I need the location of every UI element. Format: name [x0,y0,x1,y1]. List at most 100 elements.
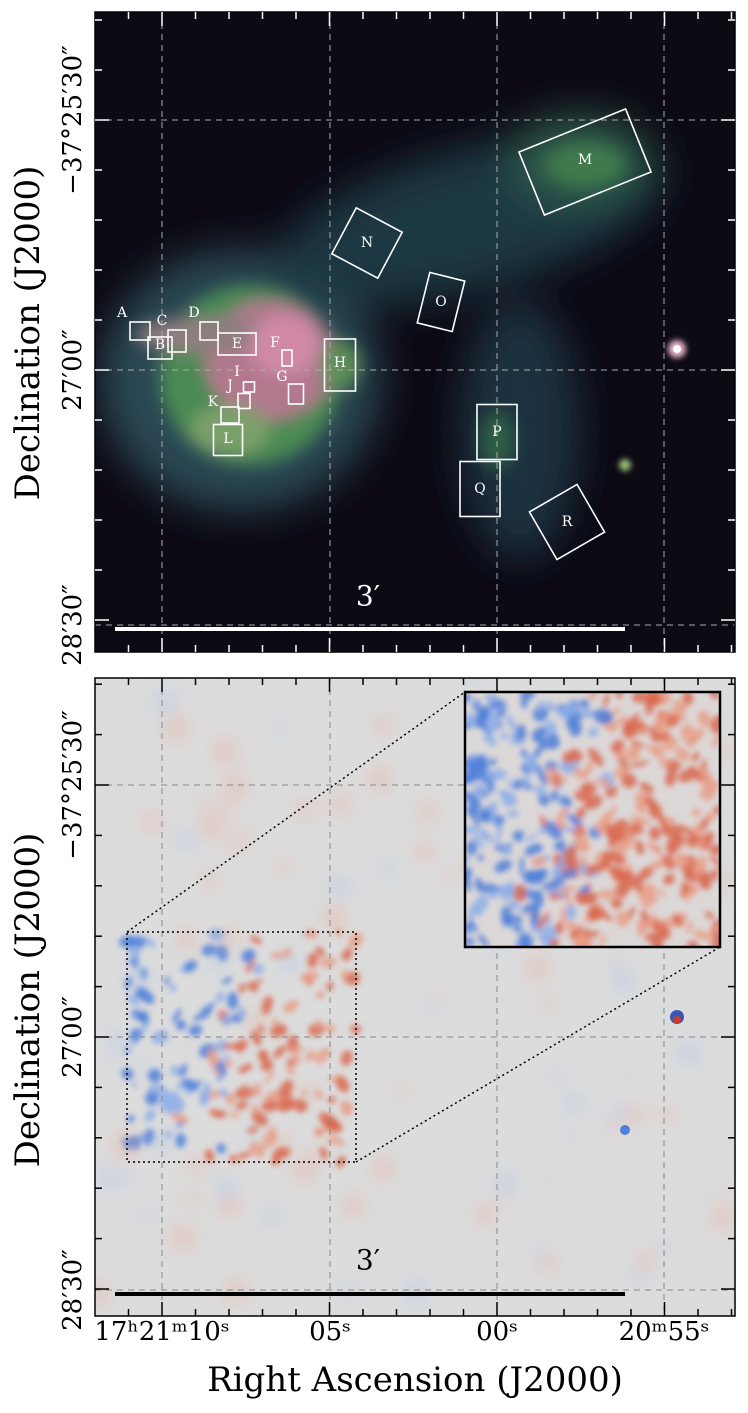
blob [599,932,607,947]
blob [144,1091,159,1106]
blob [501,906,512,924]
blob [328,793,351,816]
blob [542,708,549,718]
blob [632,876,645,896]
source [673,1016,681,1024]
blob [486,769,508,781]
blob [565,920,577,931]
blob [169,1223,197,1252]
blob [232,683,242,693]
blob [603,692,610,708]
blob [678,824,696,837]
blob [465,873,472,892]
blob [207,954,228,974]
blob [641,883,656,897]
blob [545,701,556,712]
blob [328,1135,345,1147]
blob [315,1047,331,1064]
blob [476,708,490,721]
blob [477,854,484,862]
blob [599,778,611,789]
blob [665,769,677,787]
blob [536,766,548,786]
blob [506,714,516,731]
blob [666,759,682,773]
blob [622,1103,645,1126]
blob [497,883,512,891]
blob [709,692,720,700]
blob [335,1076,350,1093]
blob [524,844,539,856]
blob [123,1045,132,1055]
blob [220,1014,233,1027]
blob [336,1155,346,1168]
blob [171,1098,185,1114]
blob [660,1106,676,1122]
y-axis-label: Declination (J2000) [8,166,48,501]
blob [607,836,616,849]
blob [665,715,680,728]
blob [587,727,599,738]
blob [464,678,481,688]
y-tick-label: 28′30″ [58,584,88,666]
blob [620,1071,631,1082]
blob [251,979,264,986]
blob [467,902,476,921]
region-box [129,321,151,341]
blob [500,731,508,740]
blob [672,700,687,714]
blob [95,1282,111,1307]
blob [610,739,625,754]
blob [495,1195,506,1206]
blob [141,812,163,833]
blob [128,958,135,965]
blob [657,812,669,833]
blob [148,1127,174,1152]
blob [558,885,579,892]
x-axis-label: Right Ascension (J2000) [207,1360,623,1400]
region-label: J [225,378,233,394]
blob [350,969,359,978]
blob [179,967,188,973]
blob [634,791,650,807]
blob [184,1193,200,1209]
blob [557,808,570,817]
region-label: H [334,355,346,371]
blob [476,718,490,733]
region-label: Q [474,481,485,497]
blob [559,762,573,772]
blob [567,814,583,827]
blob [487,892,498,900]
blob [710,937,720,947]
blob [272,1045,286,1059]
blob [583,794,603,810]
blob [478,934,489,947]
blob [525,753,537,774]
region-box [330,206,404,280]
blob [520,700,528,709]
blob [201,1082,211,1103]
y-tick-label: 28′30″ [58,1249,88,1331]
blob [126,1114,135,1123]
blob [538,793,550,806]
blob [251,1029,262,1046]
blob [520,748,527,758]
x-tick-label: 20ᵐ55ˢ [619,1317,710,1347]
y-tick-label: −37°25′30″ [58,710,88,860]
blob [324,1023,336,1034]
blob [720,1185,731,1196]
blob [559,906,567,929]
blob [315,990,325,1000]
blob [708,847,720,856]
blob [550,790,559,802]
blob [535,868,549,880]
blob [270,1023,288,1038]
blob [175,928,198,951]
blob [515,724,527,741]
blob [221,773,249,801]
blob [215,991,226,1003]
blob [204,1009,213,1014]
blob [658,757,673,768]
blob [524,834,537,842]
blob [260,1058,274,1072]
